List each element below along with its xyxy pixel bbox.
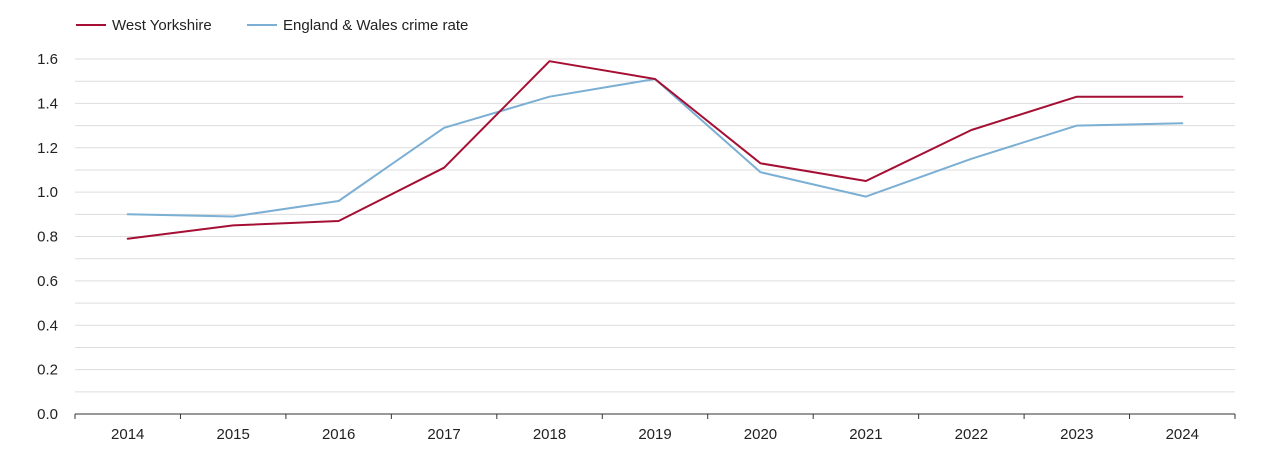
legend-label-england-wales: England & Wales crime rate (283, 17, 468, 34)
legend-item-england-wales[interactable]: England & Wales crime rate (247, 17, 468, 34)
x-tick-label: 2019 (638, 426, 671, 443)
series-line-west-yorkshire (126, 60, 1184, 240)
series-lines (126, 60, 1184, 240)
x-tick-label: 2018 (533, 426, 566, 443)
x-tick-label: 2016 (322, 426, 355, 443)
y-tick-label: 1.0 (37, 184, 58, 201)
x-tick-label: 2021 (849, 426, 882, 443)
x-tick-label: 2015 (216, 426, 249, 443)
x-tick-label: 2014 (111, 426, 144, 443)
y-tick-label: 0.2 (37, 362, 58, 379)
y-tick-label: 0.4 (37, 317, 58, 334)
legend-label-west-yorkshire: West Yorkshire (112, 17, 212, 34)
x-tick-label: 2024 (1166, 426, 1199, 443)
y-tick-label: 0.0 (37, 406, 58, 423)
x-tick-label: 2022 (955, 426, 988, 443)
x-tick-label: 2017 (427, 426, 460, 443)
y-axis: 0.0 0.2 0.4 0.6 0.8 1.0 1.2 1.4 1.6 (37, 51, 58, 423)
gridlines (75, 58, 1235, 393)
y-tick-label: 1.6 (37, 51, 58, 68)
y-tick-label: 0.8 (37, 229, 58, 246)
y-tick-label: 1.4 (37, 95, 58, 112)
x-tick-label: 2023 (1060, 426, 1093, 443)
x-tick-label: 2020 (744, 426, 777, 443)
y-tick-label: 1.2 (37, 140, 58, 157)
y-tick-label: 0.6 (37, 273, 58, 290)
legend-item-west-yorkshire[interactable]: West Yorkshire (76, 17, 212, 34)
legend: West Yorkshire England & Wales crime rat… (76, 17, 468, 34)
x-axis: 2014 2015 2016 2017 2018 2019 2020 2021 2022 2023… (74, 413, 1236, 443)
